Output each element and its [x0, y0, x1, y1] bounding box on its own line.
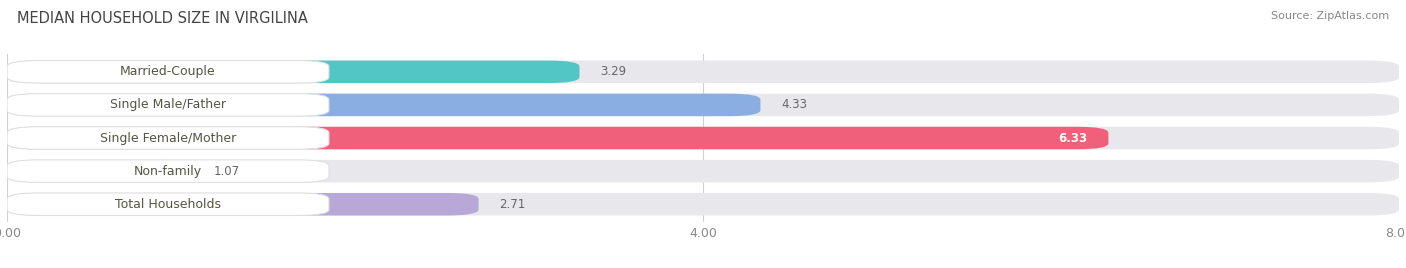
- FancyBboxPatch shape: [7, 61, 579, 83]
- FancyBboxPatch shape: [7, 127, 329, 149]
- Text: Married-Couple: Married-Couple: [120, 65, 215, 78]
- Text: MEDIAN HOUSEHOLD SIZE IN VIRGILINA: MEDIAN HOUSEHOLD SIZE IN VIRGILINA: [17, 11, 308, 26]
- FancyBboxPatch shape: [7, 127, 1108, 149]
- Text: 1.07: 1.07: [214, 165, 240, 178]
- FancyBboxPatch shape: [7, 94, 761, 116]
- FancyBboxPatch shape: [7, 94, 1399, 116]
- FancyBboxPatch shape: [7, 160, 1399, 183]
- Text: 4.33: 4.33: [782, 98, 807, 111]
- FancyBboxPatch shape: [7, 160, 329, 183]
- Text: Single Male/Father: Single Male/Father: [110, 98, 226, 111]
- Text: Source: ZipAtlas.com: Source: ZipAtlas.com: [1271, 11, 1389, 21]
- FancyBboxPatch shape: [7, 127, 1399, 149]
- FancyBboxPatch shape: [7, 61, 329, 83]
- FancyBboxPatch shape: [7, 193, 1399, 215]
- Text: 3.29: 3.29: [600, 65, 627, 78]
- FancyBboxPatch shape: [7, 160, 193, 183]
- FancyBboxPatch shape: [7, 61, 1399, 83]
- Text: Total Households: Total Households: [115, 198, 221, 211]
- FancyBboxPatch shape: [7, 193, 329, 215]
- Text: Non-family: Non-family: [134, 165, 202, 178]
- Text: Single Female/Mother: Single Female/Mother: [100, 132, 236, 144]
- FancyBboxPatch shape: [7, 193, 478, 215]
- FancyBboxPatch shape: [7, 94, 329, 116]
- Text: 2.71: 2.71: [499, 198, 526, 211]
- Text: 6.33: 6.33: [1059, 132, 1087, 144]
